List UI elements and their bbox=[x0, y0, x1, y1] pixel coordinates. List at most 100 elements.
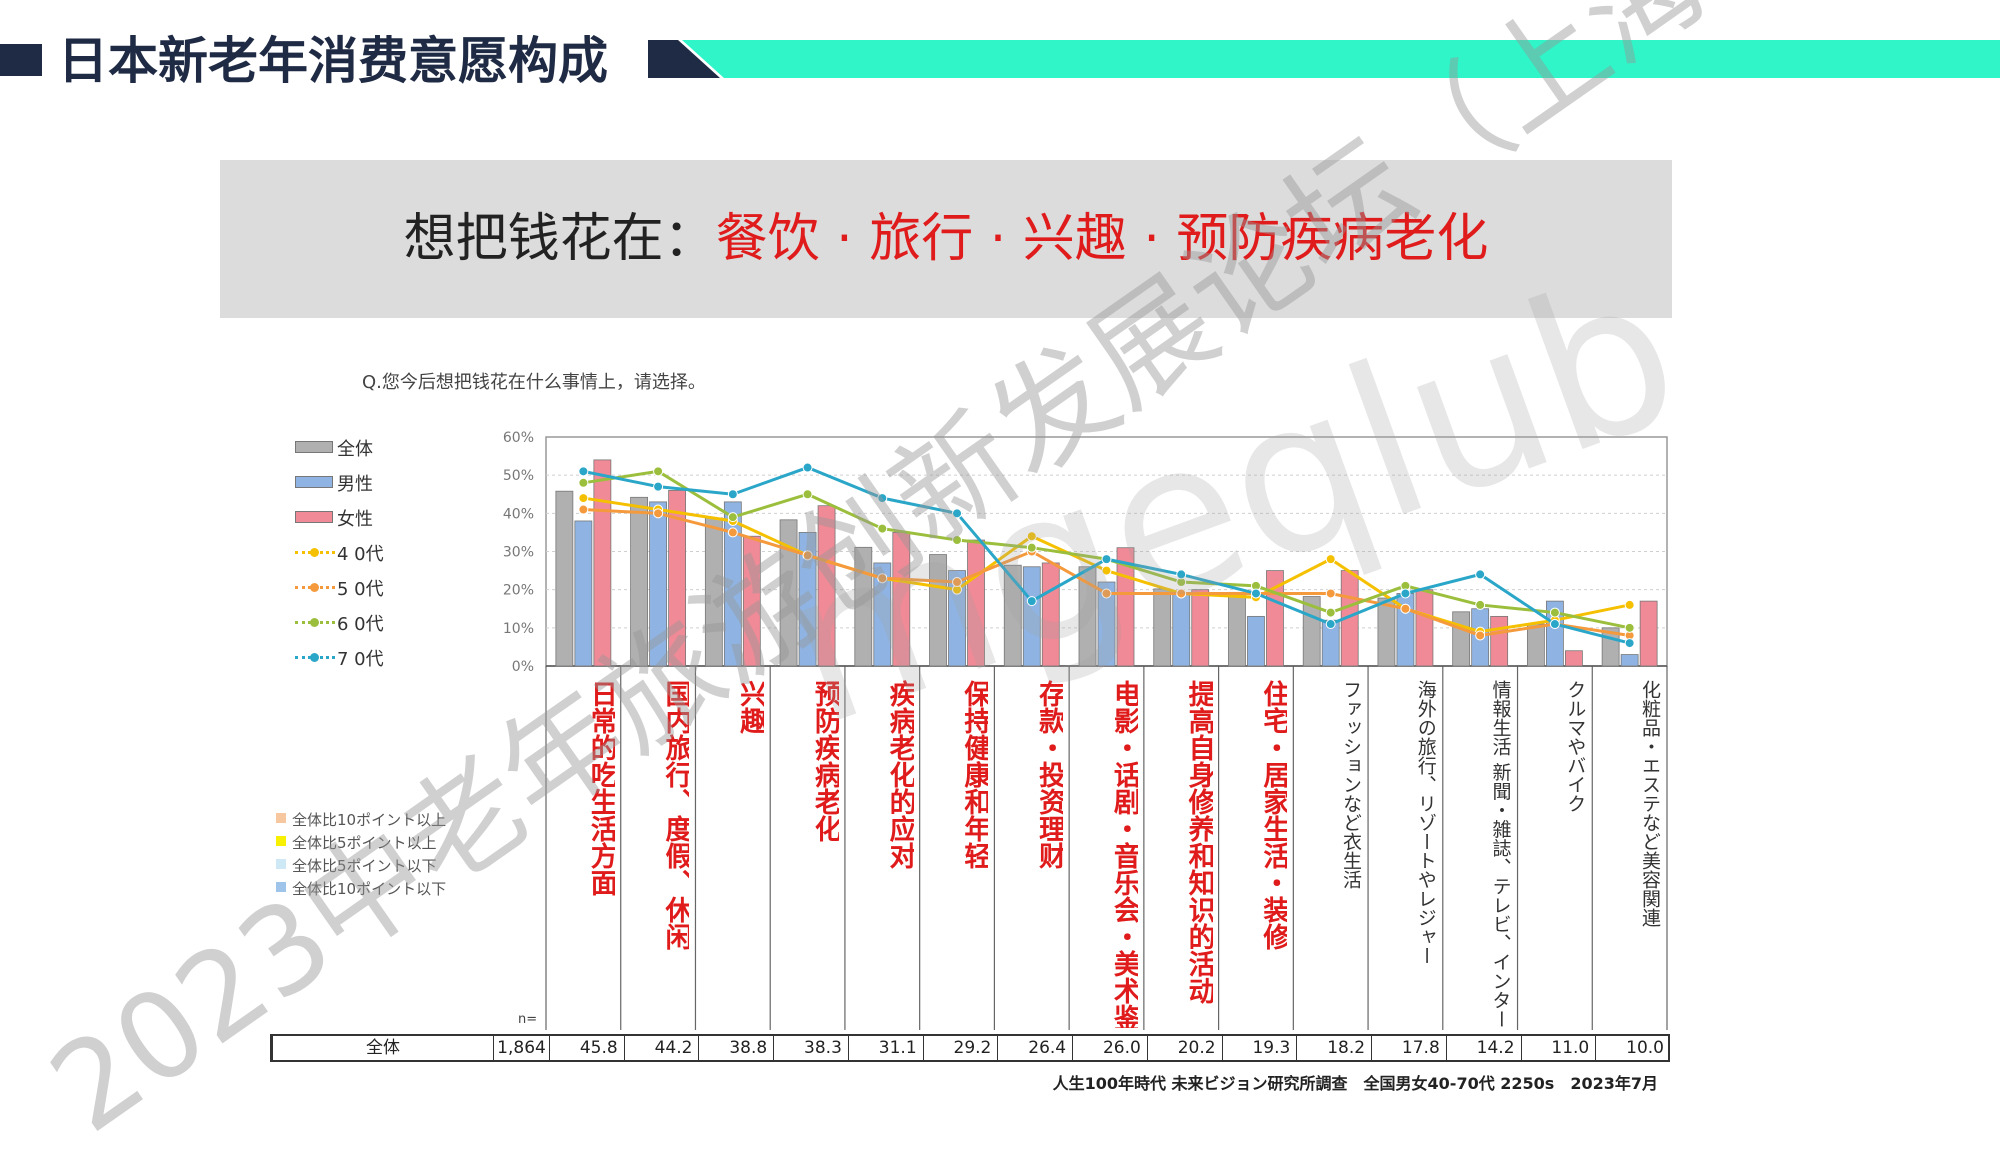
bar-male bbox=[873, 562, 892, 667]
bar-male bbox=[1546, 600, 1564, 667]
survey-question: Q.您今后想把钱花在什么事情上，请选择。 bbox=[362, 372, 706, 393]
legend-dot-50s bbox=[310, 583, 319, 592]
bar-male bbox=[723, 501, 742, 667]
line-40s-point bbox=[1026, 531, 1037, 542]
category-label: 海外の旅行、リゾートやレジャー bbox=[1414, 680, 1437, 965]
line-50s-point bbox=[578, 504, 589, 515]
table-value-cell: 17.8 bbox=[1371, 1036, 1446, 1060]
bar-all bbox=[1078, 566, 1097, 667]
line-70s-point bbox=[952, 508, 963, 519]
line-70s-point bbox=[1176, 569, 1187, 580]
highlight-legend-label: 全体比5ポイント以上 bbox=[292, 834, 437, 852]
line-60s-point bbox=[802, 489, 813, 500]
subtitle-banner: 想把钱花在：餐饮 · 旅行 · 兴趣 · 预防疾病老化 bbox=[220, 160, 1672, 318]
legend-label-male: 男性 bbox=[337, 474, 373, 495]
bar-all bbox=[555, 490, 574, 667]
line-70s-point bbox=[727, 489, 738, 500]
highlight-swatch bbox=[276, 882, 286, 892]
line-60s-point bbox=[1325, 607, 1336, 618]
category-label: 兴趣 bbox=[735, 680, 765, 734]
category-label: 化粧品・エステなど美容関連 bbox=[1638, 680, 1661, 927]
category-label: 日常的吃生活方面 bbox=[585, 680, 615, 896]
table-value-cell: 18.2 bbox=[1296, 1036, 1371, 1060]
line-60s-point bbox=[952, 535, 963, 546]
y-tick-label: 20% bbox=[503, 583, 534, 599]
category-label: 住宅・居家生活・装修 bbox=[1258, 680, 1288, 950]
category-label: 国内旅行、度假、休闲 bbox=[660, 680, 690, 950]
bar-male bbox=[1247, 615, 1265, 667]
bar-all bbox=[1003, 564, 1022, 667]
line-50s-point bbox=[1325, 588, 1336, 599]
line-50s-point bbox=[1101, 588, 1112, 599]
bar-all bbox=[779, 519, 798, 667]
bar-male bbox=[1097, 581, 1116, 667]
legend-swatch-all bbox=[295, 441, 333, 453]
y-tick-label: 0% bbox=[512, 659, 534, 675]
line-60s-point bbox=[653, 466, 664, 477]
bar-all bbox=[1228, 591, 1246, 667]
line-70s-point bbox=[802, 462, 813, 473]
line-50s-point bbox=[802, 550, 813, 561]
category-label: 预防疾病老化 bbox=[809, 680, 839, 842]
bar-all bbox=[854, 546, 873, 667]
bar-male bbox=[574, 520, 593, 667]
legend-label-female: 女性 bbox=[337, 509, 373, 530]
bar-male bbox=[948, 570, 966, 667]
line-70s-point bbox=[1400, 588, 1411, 599]
header-accent-bar bbox=[648, 40, 2000, 78]
table-value-cell: 44.2 bbox=[623, 1036, 699, 1060]
line-70s-point bbox=[1026, 596, 1037, 607]
bar-female bbox=[1490, 615, 1509, 667]
table-value-cell: 29.2 bbox=[922, 1036, 998, 1060]
legend-swatch-female bbox=[295, 511, 333, 523]
table-value-cell: 19.3 bbox=[1221, 1036, 1297, 1060]
legend-dot-40s bbox=[310, 548, 319, 557]
bar-female bbox=[1565, 650, 1583, 667]
line-40s-point bbox=[1101, 565, 1112, 576]
line-60s-point bbox=[1026, 542, 1037, 553]
highlight-legend-label: 全体比10ポイント以上 bbox=[292, 811, 447, 829]
bar-all bbox=[704, 517, 723, 667]
header-marker bbox=[0, 44, 42, 76]
line-50s-point bbox=[653, 508, 664, 519]
banner-prefix: 想把钱花在： bbox=[403, 209, 716, 269]
bar-male bbox=[1172, 593, 1191, 667]
bar-male bbox=[1022, 566, 1041, 667]
line-50s-point bbox=[952, 577, 963, 588]
highlight-swatch bbox=[276, 836, 286, 846]
line-70s-point bbox=[1101, 554, 1112, 565]
banner-text: 想把钱花在：餐饮 · 旅行 · 兴趣 · 预防疾病老化 bbox=[220, 204, 1672, 274]
line-70s-point bbox=[578, 466, 589, 477]
y-tick-label: 50% bbox=[503, 468, 534, 484]
bar-all bbox=[1527, 623, 1545, 667]
bar-female bbox=[1415, 589, 1434, 667]
line-40s-point bbox=[1325, 554, 1336, 565]
bar-all bbox=[1452, 611, 1471, 667]
header-bar-accent bbox=[682, 40, 2000, 78]
line-60s-point bbox=[1549, 607, 1560, 618]
bar-female bbox=[817, 505, 836, 667]
bar-female bbox=[1041, 562, 1060, 667]
bar-all bbox=[1153, 588, 1172, 667]
bar-female bbox=[742, 535, 761, 667]
category-label: 情報生活 新聞・雑誌、テレビ、インターネットなど bbox=[1489, 680, 1512, 1028]
line-70s-point bbox=[1624, 638, 1635, 649]
combo-chart: 0% 10% 20% 30% 40% 50% 60% bbox=[503, 430, 1668, 1030]
table-row-label: 全体 bbox=[366, 1038, 400, 1058]
line-70s-point bbox=[1549, 619, 1560, 630]
legend-label-70s: 7 0代 bbox=[337, 649, 384, 670]
bar-female bbox=[967, 539, 985, 667]
bar-female bbox=[668, 490, 686, 667]
table-value-cell: 38.8 bbox=[698, 1036, 773, 1060]
legend-dot-60s bbox=[310, 618, 319, 627]
legend-label-50s: 5 0代 bbox=[337, 579, 384, 600]
source-note: 人生100年時代 未来ビジョン研究所調查 全国男女40-70代 2250s 20… bbox=[1052, 1074, 1658, 1093]
bar-all bbox=[929, 554, 947, 667]
y-tick-label: 10% bbox=[503, 621, 534, 637]
line-60s-point bbox=[1624, 622, 1635, 633]
bar-male bbox=[1620, 654, 1639, 667]
y-tick-label: 60% bbox=[503, 430, 534, 446]
banner-highlight: 餐饮 · 旅行 · 兴趣 · 预防疾病老化 bbox=[715, 209, 1489, 269]
table-value-cell: 45.8 bbox=[549, 1036, 624, 1060]
bar-female bbox=[593, 459, 612, 667]
